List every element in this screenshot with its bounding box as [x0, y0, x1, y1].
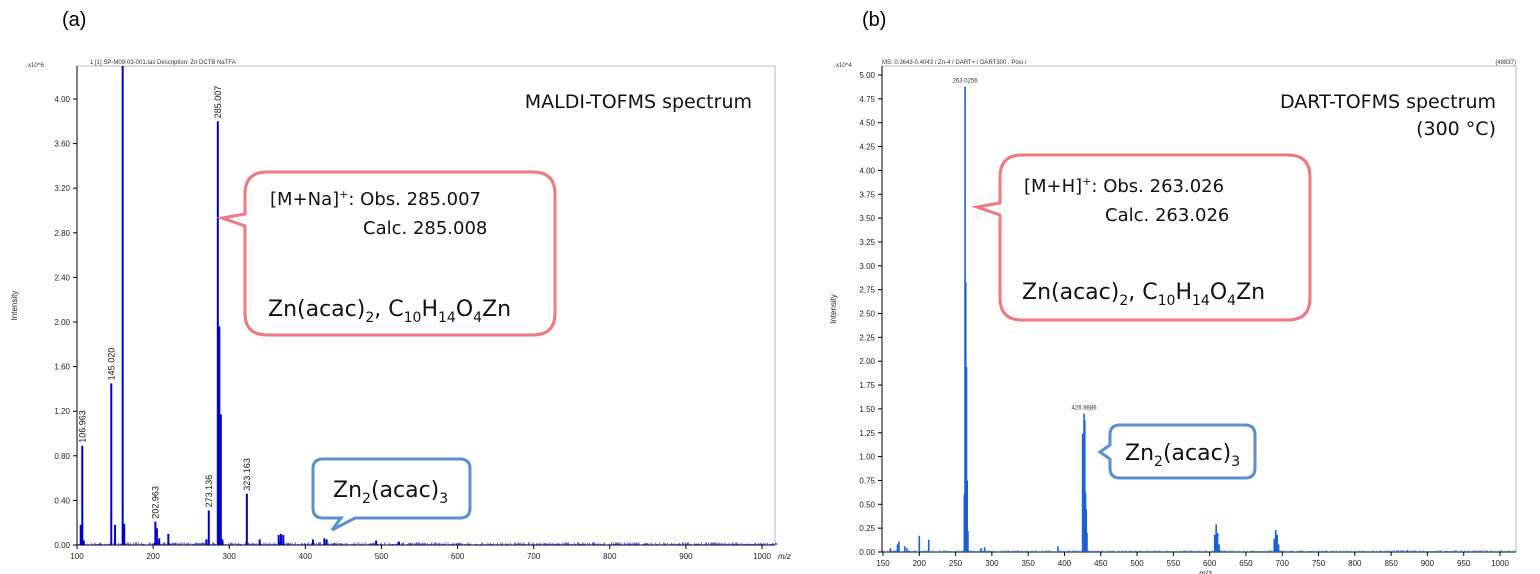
y-tick-label: 0.80 [54, 452, 70, 461]
spectrum-title: MALDI-TOFMS spectrum [525, 91, 752, 113]
baseline-noise [76, 542, 777, 545]
y-tick-label: 4.00 [859, 166, 875, 175]
y-tick-label: 3.50 [859, 214, 875, 223]
x-tick-label: 1000 [1491, 559, 1509, 568]
x-tick-label: 750 [1312, 559, 1326, 568]
y-tick-label: 4.00 [54, 95, 70, 104]
y-tick-label: 1.20 [54, 407, 70, 416]
assignment-callout [971, 153, 1312, 322]
spectrum-panel-b: (b) MS: 0.3643-0.4043 / Zn-4 / DART+ / DA… [829, 9, 1517, 574]
peak-label: 263.0256 [953, 78, 979, 84]
y-multiplier: x10^4 [836, 63, 852, 69]
y-tick-label: 1.75 [859, 381, 875, 390]
x-tick-label: 900 [1421, 559, 1435, 568]
y-tick-label: 3.20 [54, 184, 70, 193]
x-tick-label: 200 [146, 552, 160, 561]
y-tick-label: 3.25 [859, 238, 875, 247]
x-tick-label: 200 [913, 559, 927, 568]
peak-label: 273.136 [204, 475, 214, 508]
dimer-text: Zn2(acac)3 [1125, 441, 1240, 470]
dimer-callout [311, 457, 472, 532]
y-tick-label: 0.75 [859, 476, 875, 485]
spectrum-header-right: (48837) [1495, 60, 1516, 66]
peak-label: 285.007 [213, 86, 223, 119]
x-tick-label: 600 [1203, 559, 1217, 568]
x-tick-label: 1000 [753, 552, 771, 561]
peak-label: 426.9886 [1072, 406, 1098, 412]
x-tick-label: 800 [603, 552, 617, 561]
panel-label: (a) [62, 9, 86, 31]
x-tick-label: 600 [451, 552, 465, 561]
peak-label: 323.163 [242, 458, 252, 491]
x-tick-label: 900 [679, 552, 693, 561]
x-axis-label: m/z [1199, 569, 1212, 574]
y-tick-label: 2.50 [859, 310, 875, 319]
y-tick-label: 4.25 [859, 143, 875, 152]
y-tick-label: 1.00 [859, 453, 875, 462]
spectrum-subtitle: (300 °C) [1416, 118, 1496, 140]
x-tick-label: 400 [1058, 559, 1072, 568]
y-tick-label: 1.25 [859, 429, 875, 438]
y-tick-label: 0.00 [54, 541, 70, 550]
x-tick-label: 500 [1130, 559, 1144, 568]
y-tick-label: 0.50 [859, 500, 875, 509]
ion-observed-text: [M+H]+: Obs. 263.026 [1024, 175, 1224, 197]
y-tick-label: 5.00 [859, 71, 875, 80]
x-tick-label: 700 [527, 552, 541, 561]
y-tick-label: 2.00 [54, 318, 70, 327]
x-tick-label: 700 [1276, 559, 1290, 568]
dimer-text: Zn2(acac)3 [333, 478, 448, 507]
y-tick-label: 1.50 [859, 405, 875, 414]
ion-observed-text: [M+Na]+: Obs. 285.007 [270, 188, 481, 210]
formula-text: Zn(acac)2, C10H14O4Zn [268, 297, 511, 326]
panel-label: (b) [862, 9, 886, 31]
y-tick-label: 4.50 [859, 119, 875, 128]
y-axis-label: Intensity [829, 294, 838, 324]
x-tick-label: 650 [1239, 559, 1253, 568]
spectrum-title: DART-TOFMS spectrum [1280, 91, 1496, 113]
baseline-noise [882, 550, 1515, 552]
assignment-callout [216, 170, 557, 337]
spectrum-header: MS: 0.3643-0.4043 / Zn-4 / DART+ / DART3… [882, 60, 1027, 66]
x-tick-label: 400 [299, 552, 313, 561]
x-tick-label: 850 [1384, 559, 1398, 568]
y-tick-label: 2.00 [859, 357, 875, 366]
y-tick-label: 0.00 [859, 548, 875, 557]
formula-text: Zn(acac)2, C10H14O4Zn [1022, 280, 1265, 309]
spectrum-panel-a: (a) 1 [1] SP-M09-03-001.tas Description: … [10, 9, 791, 561]
y-multiplier: x10^6 [28, 63, 44, 69]
spectrum-header: 1 [1] SP-M09-03-001.tas Description: Zn … [90, 60, 236, 66]
peak-label: 106.963 [77, 410, 87, 443]
x-tick-label: 100 [70, 552, 84, 561]
y-tick-label: 0.40 [54, 496, 70, 505]
y-tick-label: 2.40 [54, 273, 70, 282]
y-tick-label: 1.60 [54, 363, 70, 372]
x-tick-label: 250 [949, 559, 963, 568]
x-tick-label: 800 [1348, 559, 1362, 568]
y-tick-label: 2.75 [859, 286, 875, 295]
x-tick-label: 350 [1021, 559, 1035, 568]
ion-calculated-text: Calc. 263.026 [1105, 205, 1229, 226]
peak-label: 145.020 [106, 348, 116, 381]
x-tick-label: 300 [223, 552, 237, 561]
x-tick-label: 300 [985, 559, 999, 568]
dimer-callout [1097, 423, 1257, 480]
x-tick-label: 950 [1457, 559, 1471, 568]
x-tick-label: 550 [1167, 559, 1181, 568]
x-axis-label: m/z [778, 552, 791, 561]
y-tick-label: 4.75 [859, 95, 875, 104]
y-tick-label: 0.25 [859, 524, 875, 533]
y-axis-label: Intensity [10, 291, 19, 321]
y-tick-label: 3.00 [859, 262, 875, 271]
y-tick-label: 3.75 [859, 190, 875, 199]
y-tick-label: 3.60 [54, 140, 70, 149]
x-tick-label: 450 [1094, 559, 1108, 568]
y-tick-label: 2.25 [859, 333, 875, 342]
ion-calculated-text: Calc. 285.008 [363, 218, 487, 239]
x-tick-label: 150 [876, 559, 890, 568]
peak-label: 202.963 [150, 486, 160, 519]
x-tick-label: 500 [375, 552, 389, 561]
y-tick-label: 2.80 [54, 229, 70, 238]
